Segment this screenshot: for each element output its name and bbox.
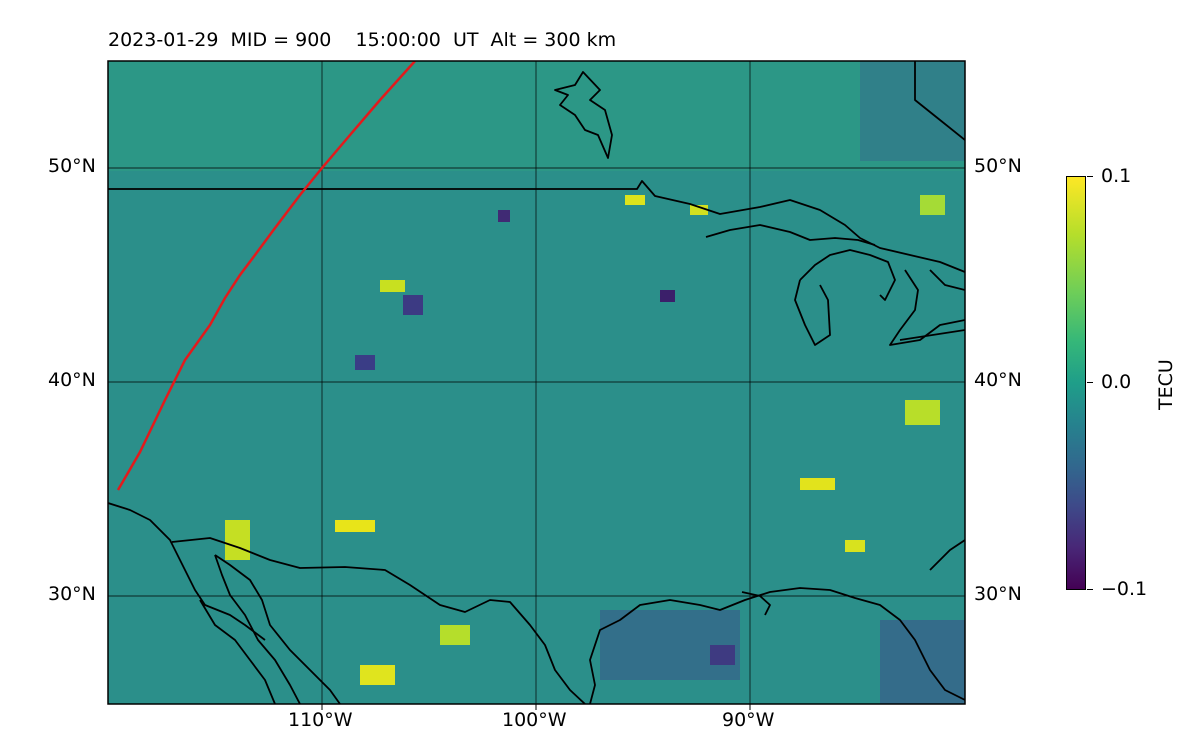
- colorbar-label-zero: 0.0: [1101, 371, 1132, 393]
- map-title: 2023-01-29 MID = 900 15:00:00 UT Alt = 3…: [108, 29, 617, 51]
- lat-label-40n: 40°N: [48, 369, 96, 391]
- lat-label-50n: 50°N: [48, 155, 96, 177]
- tec-field: [108, 61, 965, 704]
- colorbar-title: TECU: [1155, 359, 1177, 410]
- lat-label-30n-right: 30°N: [974, 583, 1022, 605]
- lat-label-50n-right: 50°N: [974, 155, 1022, 177]
- lat-label-40n-right: 40°N: [974, 369, 1022, 391]
- terminator-line: [116, 61, 416, 491]
- colorbar: [1066, 176, 1086, 590]
- tick-marks: [321, 704, 751, 710]
- colorbar-label-min: −0.1: [1101, 578, 1148, 600]
- colorbar-tick-zero: [1087, 382, 1093, 383]
- lon-label-90w: 90°W: [722, 709, 775, 731]
- map-boundaries: [108, 61, 965, 704]
- lon-label-100w: 100°W: [502, 709, 567, 731]
- colorbar-label-max: 0.1: [1101, 165, 1132, 187]
- lat-label-30n: 30°N: [48, 583, 96, 605]
- colorbar-tick-min: [1087, 589, 1093, 590]
- colorbar-tick-max: [1087, 176, 1093, 177]
- graticule: [108, 61, 965, 704]
- lon-label-110w: 110°W: [288, 709, 353, 731]
